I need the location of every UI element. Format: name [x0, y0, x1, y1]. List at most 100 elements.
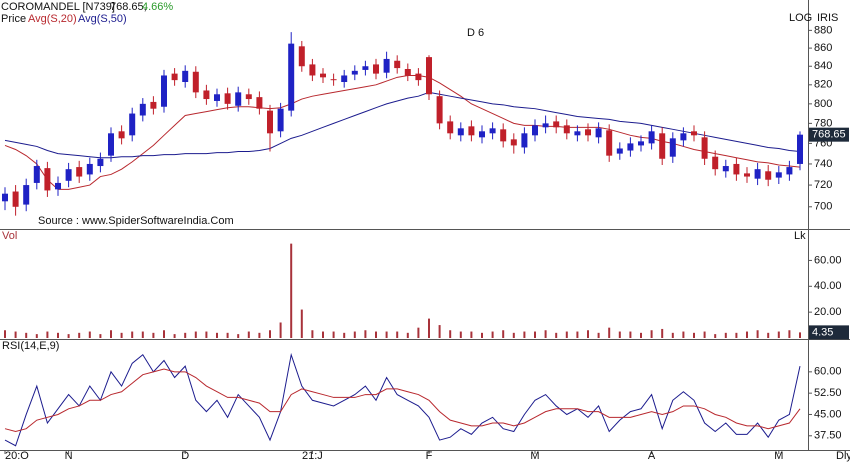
panel-title: Vol: [2, 230, 17, 242]
volume-bar: [470, 331, 473, 338]
candle-body: [245, 94, 252, 100]
candle-body: [659, 133, 666, 159]
candle-body: [532, 125, 538, 136]
candle-body: [426, 57, 432, 95]
volume-bar: [597, 332, 600, 338]
volume-bar: [799, 332, 801, 338]
legend-entry: Avg(S,20): [28, 13, 77, 25]
volume-bar: [173, 334, 176, 338]
y-tick-label: 20.00: [814, 306, 842, 318]
volume-bar: [640, 332, 642, 338]
y-tick-label: 60.00: [814, 366, 842, 378]
y-tick-label: 37.50: [814, 430, 842, 442]
y-tick-label: 60.00: [814, 254, 842, 266]
candle-body: [627, 143, 634, 151]
candle-body: [404, 68, 411, 76]
y-tick-label: 52.50: [814, 387, 842, 399]
volume-bar: [237, 334, 240, 338]
x-tick-label: F: [426, 450, 433, 462]
last-value-label: 768.65: [812, 129, 846, 141]
x-tick-label: A: [648, 450, 656, 462]
candle-body: [765, 171, 772, 180]
volume-bar: [385, 331, 388, 338]
volume-bar: [693, 332, 695, 338]
volume-bar: [300, 309, 303, 338]
candle-body: [277, 108, 284, 132]
candle-body: [775, 172, 782, 178]
volume-bar: [152, 332, 155, 338]
candle-body: [351, 70, 358, 75]
candle-body: [394, 60, 401, 69]
candle-body: [86, 163, 93, 175]
candle-body: [192, 71, 199, 93]
candle-body: [457, 128, 464, 136]
candle-body: [33, 166, 40, 183]
candle-body: [224, 93, 231, 104]
volume-bar: [163, 330, 165, 338]
volume-bar: [682, 331, 685, 338]
line: [4, 352, 801, 447]
candle-body: [108, 133, 114, 156]
legend-entry: Avg(S,50): [78, 13, 127, 25]
candle-body: [23, 185, 30, 205]
candle-body: [12, 191, 19, 207]
volume-bar: [714, 334, 717, 338]
candle-body: [235, 92, 242, 106]
volume-bar: [629, 331, 632, 338]
volume-bar: [194, 331, 197, 338]
candle-body: [288, 43, 295, 111]
volume-bar: [396, 331, 399, 338]
candle-body: [606, 130, 613, 156]
candle-body: [362, 66, 369, 70]
volume-bar: [481, 332, 483, 338]
candle-body: [680, 133, 687, 141]
volume-bar: [512, 332, 515, 338]
candle-body: [733, 163, 740, 175]
source: Source : www.SpiderSoftwareIndia.Com: [38, 215, 234, 227]
change: 4.66%: [142, 1, 173, 13]
candle-body: [553, 121, 560, 128]
candle-body: [309, 64, 316, 76]
y-tick-label: 700: [814, 201, 832, 213]
annotation: D 6: [467, 27, 484, 39]
volume-bar: [703, 331, 706, 338]
chart-title: COROMANDEL [N739]: [1, 1, 115, 13]
candle-body: [341, 75, 348, 83]
volume-bar: [735, 332, 738, 338]
volume-bar: [555, 332, 558, 338]
candle-body: [97, 158, 104, 167]
candle-body: [648, 131, 655, 144]
candle-body: [797, 134, 803, 164]
volume-bar: [216, 332, 218, 338]
volume-bar: [205, 331, 208, 338]
volume-bar: [449, 330, 452, 338]
candle-body: [55, 182, 61, 190]
candle-body: [754, 169, 761, 179]
volume-bar: [746, 331, 748, 338]
volume-bar: [661, 328, 664, 338]
volume-bar: [428, 318, 430, 338]
candle-body: [129, 113, 136, 136]
line: [4, 91, 801, 159]
volume-bar: [491, 331, 494, 338]
y-tick-label: 45.00: [814, 408, 842, 420]
volume-bar: [576, 331, 579, 338]
candle-body: [2, 193, 8, 202]
candle-body: [214, 94, 220, 101]
y-tick-label: 860: [814, 42, 832, 54]
volume-bar: [406, 332, 409, 338]
line: [4, 368, 801, 433]
volume-bar: [767, 332, 770, 338]
volume-bar: [756, 330, 759, 338]
line: [4, 74, 801, 190]
volume-bar: [99, 334, 102, 338]
x-tick-label: 20:O: [5, 450, 29, 462]
y-tick-label: 820: [814, 79, 832, 91]
volume-bar: [650, 330, 653, 338]
candle-body: [521, 133, 528, 148]
candle-body: [203, 90, 210, 100]
candle-body: [44, 168, 51, 191]
candle-body: [489, 128, 496, 134]
candle-body: [744, 173, 750, 177]
